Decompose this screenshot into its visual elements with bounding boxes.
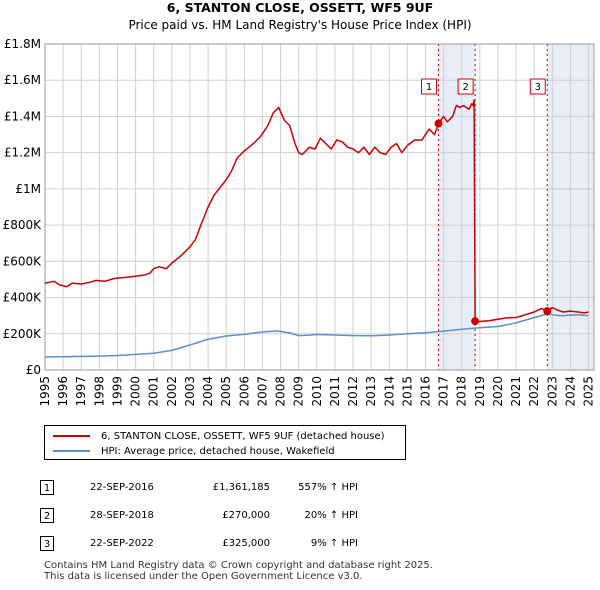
sale-label: 1 xyxy=(426,82,432,93)
y-tick-label: £1.8M xyxy=(4,37,41,51)
transaction-hpi: 557% ↑ HPI xyxy=(298,481,358,493)
transaction-date: 28-SEP-2018 xyxy=(90,509,154,521)
sale-point xyxy=(543,307,552,316)
legend-label-property: 6, STANTON CLOSE, OSSETT, WF5 9UF (detac… xyxy=(101,430,385,442)
x-tick-label: 2001 xyxy=(147,376,161,407)
legend-label-hpi: HPI: Average price, detached house, Wake… xyxy=(101,445,335,457)
y-tick-label: £0 xyxy=(26,363,41,377)
transaction-date: 22-SEP-2022 xyxy=(90,537,154,549)
transaction-number: 3 xyxy=(40,535,54,551)
sale-point xyxy=(434,119,443,128)
transaction-price: £270,000 xyxy=(222,509,270,521)
property-price-line xyxy=(44,99,589,323)
y-tick-label: £1.6M xyxy=(4,73,41,87)
x-tick-label: 2002 xyxy=(165,376,179,407)
x-tick-label: 2008 xyxy=(274,376,288,407)
x-tick-label: 2013 xyxy=(364,376,378,407)
chart-legend: 6, STANTON CLOSE, OSSETT, WF5 9UF (detac… xyxy=(44,425,406,460)
chart-subtitle: Price paid vs. HM Land Registry's House … xyxy=(128,18,471,32)
y-tick-label: £200K xyxy=(3,327,43,341)
sale-label: 3 xyxy=(535,82,541,93)
x-tick-label: 2018 xyxy=(455,376,469,407)
x-tick-label: 1997 xyxy=(74,376,88,407)
x-tick-label: 2014 xyxy=(382,376,396,407)
x-tick-label: 2003 xyxy=(183,376,197,407)
x-tick-label: 2006 xyxy=(237,376,251,407)
table-row: 1 22-SEP-2016 £1,361,185 557% ↑ HPI xyxy=(40,473,358,501)
sale-label-box xyxy=(421,78,438,95)
transaction-number: 1 xyxy=(40,479,54,495)
x-tick-label: 2021 xyxy=(509,376,523,407)
y-tick-label: £1M xyxy=(15,182,41,196)
x-tick-label: 2011 xyxy=(328,376,342,407)
sale-point xyxy=(471,317,480,326)
footer-copyright: Contains HM Land Registry data © Crown c… xyxy=(44,560,433,571)
price-chart: 6, STANTON CLOSE, OSSETT, WF5 9UF Price … xyxy=(3,0,596,407)
hpi-line xyxy=(44,313,589,358)
x-tick-label: 2000 xyxy=(129,376,143,407)
x-tick-label: 2005 xyxy=(219,376,233,407)
x-tick-label: 2019 xyxy=(473,376,487,407)
x-tick-label: 2023 xyxy=(545,376,559,407)
legend-item-property: 6, STANTON CLOSE, OSSETT, WF5 9UF (detac… xyxy=(53,429,385,443)
y-tick-label: £400K xyxy=(3,291,43,305)
transaction-price: £325,000 xyxy=(222,537,270,549)
x-tick-label: 1995 xyxy=(38,376,52,407)
transaction-price: £1,361,185 xyxy=(212,481,270,493)
highlight-span xyxy=(438,44,476,370)
transaction-hpi: 20% ↑ HPI xyxy=(304,509,358,521)
chart-title: 6, STANTON CLOSE, OSSETT, WF5 9UF xyxy=(167,0,433,15)
legend-item-hpi: HPI: Average price, detached house, Wake… xyxy=(53,444,335,458)
x-tick-label: 2025 xyxy=(582,376,596,407)
transaction-number: 2 xyxy=(40,507,54,523)
legend-swatch-hpi xyxy=(53,450,90,452)
x-tick-label: 2012 xyxy=(346,376,360,407)
y-tick-label: £1.4M xyxy=(4,109,41,123)
footer: Contains HM Land Registry data © Crown c… xyxy=(44,560,433,582)
plot-area xyxy=(45,44,594,370)
transaction-date: 22-SEP-2016 xyxy=(90,481,154,493)
sale-label-box xyxy=(457,78,474,95)
x-tick-label: 1996 xyxy=(56,376,70,407)
x-tick-label: 2009 xyxy=(292,376,306,407)
y-tick-label: £800K xyxy=(3,218,43,232)
x-tick-label: 2010 xyxy=(310,376,324,407)
x-tick-label: 1998 xyxy=(92,376,106,407)
legend-swatch-property xyxy=(53,435,90,437)
x-tick-label: 2020 xyxy=(491,376,505,407)
x-tick-label: 2015 xyxy=(400,376,414,407)
transaction-hpi: 9% ↑ HPI xyxy=(310,537,358,549)
y-tick-label: £1.2M xyxy=(4,146,41,160)
x-tick-label: 2007 xyxy=(255,376,269,407)
y-tick-label: £600K xyxy=(3,254,43,268)
x-tick-label: 2017 xyxy=(437,376,451,407)
transactions-table: 1 22-SEP-2016 £1,361,185 557% ↑ HPI 2 28… xyxy=(40,473,358,557)
x-tick-label: 2016 xyxy=(418,376,432,407)
x-tick-label: 2004 xyxy=(201,376,215,407)
table-row: 3 22-SEP-2022 £325,000 9% ↑ HPI xyxy=(40,529,358,557)
sale-label-box xyxy=(529,78,546,95)
sale-label: 2 xyxy=(462,82,468,93)
x-tick-label: 2022 xyxy=(527,376,541,407)
x-tick-label: 2024 xyxy=(563,376,577,407)
table-row: 2 28-SEP-2018 £270,000 20% ↑ HPI xyxy=(40,501,358,529)
x-tick-label: 1999 xyxy=(110,376,124,407)
plot-border xyxy=(44,43,595,371)
footer-licence: This data is licensed under the Open Gov… xyxy=(44,571,363,582)
